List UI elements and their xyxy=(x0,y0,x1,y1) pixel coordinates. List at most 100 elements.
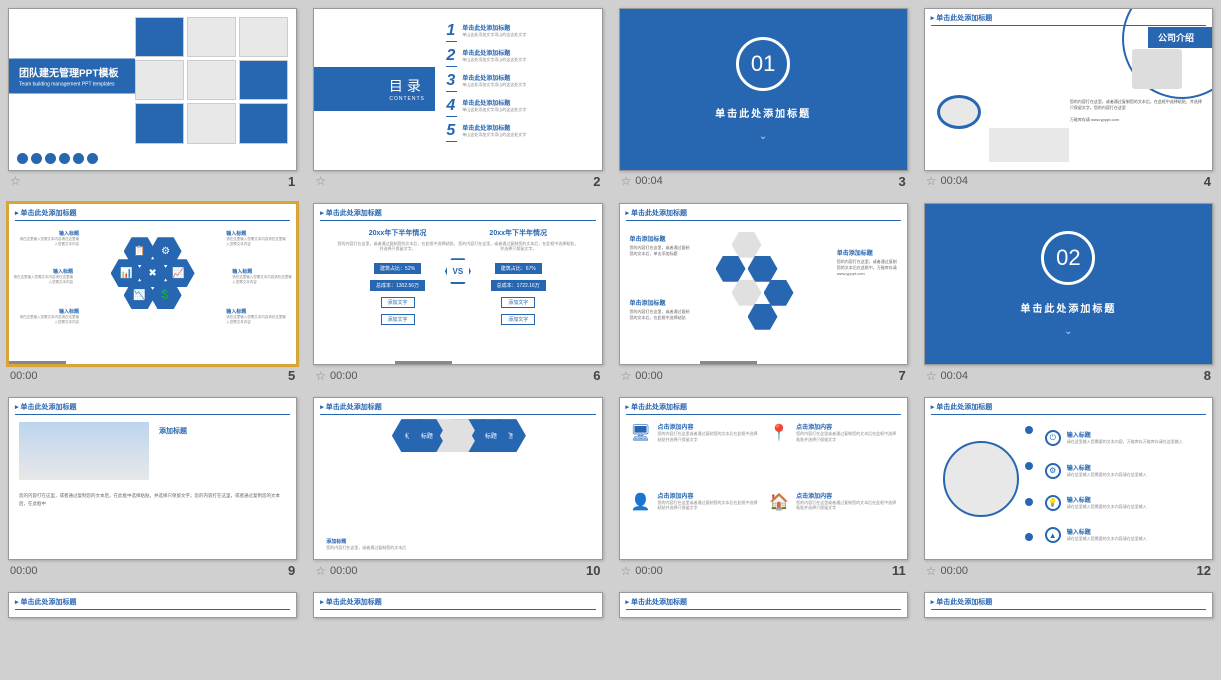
star-icon[interactable]: ☆ xyxy=(621,174,632,188)
image-placeholder xyxy=(1132,49,1182,89)
connector-dots xyxy=(1019,426,1039,545)
slide-thumb-5[interactable]: 单击此处添加标题 📋 ⚙ 📊 ✖ 📈 📉 💲 输入标题请在这里输入您需文本内容请… xyxy=(8,203,297,384)
slide-thumb-14[interactable]: 单击此处添加标题 xyxy=(313,592,602,618)
slide-thumb-8[interactable]: 02 单击此处添加标题 ⌄ ☆00:048 xyxy=(924,203,1213,384)
star-icon[interactable]: ☆ xyxy=(621,564,632,578)
icon-row xyxy=(17,153,98,164)
star-icon[interactable]: ☆ xyxy=(926,369,937,383)
slide-header: 单击此处添加标题 xyxy=(626,597,901,610)
image-placeholder xyxy=(937,95,981,129)
honeycomb: 标题 标题 标题 标题 标题 标题 xyxy=(358,419,558,519)
slide-thumb-6[interactable]: 单击此处添加标题 20xx年下半年情况 您的内容打在这里，或者通过复制您的文本后… xyxy=(313,203,602,384)
image-grid xyxy=(135,17,288,144)
gear-icon: ⚙ xyxy=(1045,463,1061,479)
timecode: 00:00 xyxy=(635,370,663,382)
timecode: 00:00 xyxy=(330,565,358,577)
slide-header: 单击此处添加标题 xyxy=(320,208,595,221)
slide-header: 单击此处添加标题 xyxy=(931,597,1206,610)
toc-sidebar: 目录 CONTENTS xyxy=(314,67,435,111)
chevron-down-icon: ⌄ xyxy=(759,131,767,142)
star-icon[interactable]: ☆ xyxy=(926,564,937,578)
slide-canvas: 单击此处添加标题 📋 ⚙ 📊 ✖ 📈 📉 💲 输入标题请在这里输入您需文本内容请… xyxy=(8,203,297,366)
slide-thumb-9[interactable]: 单击此处添加标题 添加标题 您的内容打在这里，或者通过复制您的文本后，在此框中选… xyxy=(8,397,297,578)
timecode: 00:04 xyxy=(635,175,663,187)
slide-header: 单击此处添加标题 xyxy=(320,402,595,415)
triangle-icon: ▲ xyxy=(1045,527,1061,543)
toc-title: 目录 xyxy=(389,76,425,96)
location-icon: 📍 xyxy=(768,422,790,444)
slide-thumb-10[interactable]: 单击此处添加标题 标题 标题 标题 标题 标题 标题 添加标题您的内容打在这里，… xyxy=(313,397,602,578)
slide-thumb-4[interactable]: 单击此处添加标题 公司介绍 您的内容打在这里，或者通过复制您的文本后，在此框中选… xyxy=(924,8,1213,189)
star-icon[interactable]: ☆ xyxy=(315,369,326,383)
star-icon[interactable]: ☆ xyxy=(315,564,326,578)
power-icon: ⏻ xyxy=(1045,430,1061,446)
slide-thumb-1[interactable]: 团队建无管理PPT模板 Team building management PPT… xyxy=(8,8,297,189)
timecode: 00:00 xyxy=(10,565,38,577)
slide-thumb-2[interactable]: 目录 CONTENTS 1单击此处添加标题单山这处添加文字添山的这这处文字 2单… xyxy=(313,8,602,189)
slide-canvas: 单击此处添加标题 标题 标题 标题 标题 标题 标题 添加标题您的内容打在这里，… xyxy=(313,397,602,560)
chevron-down-icon: ⌄ xyxy=(1064,326,1072,337)
slide-canvas: 单击此处添加标题 xyxy=(313,592,602,618)
feature-list: ⏻输入标题请在这里输入您需要的文本内容，万能库存万能库存请在这里输入 ⚙输入标题… xyxy=(1045,422,1202,551)
timecode: 00:04 xyxy=(941,175,969,187)
title-banner: 团队建无管理PPT模板 Team building management PPT… xyxy=(9,59,135,94)
toc-subtitle: CONTENTS xyxy=(389,96,425,102)
timecode: 00:00 xyxy=(941,565,969,577)
slide-header: 单击此处添加标题 xyxy=(931,402,1206,415)
body-text: 您的内容打在这里，或者通过复制您的文本后，在此框中选择粘贴，并选择只保留文字。您… xyxy=(1070,99,1202,123)
slide-thumb-16[interactable]: 单击此处添加标题 xyxy=(924,592,1213,618)
star-icon[interactable]: ☆ xyxy=(315,174,326,188)
slide-meta: ☆ 1 xyxy=(8,171,297,189)
slide-thumb-12[interactable]: 单击此处添加标题 ⏻输入标题请在这里输入您需要的文本内容，万能库存万能库存请在这… xyxy=(924,397,1213,578)
slide-thumb-13[interactable]: 单击此处添加标题 xyxy=(8,592,297,618)
bulb-icon: 💡 xyxy=(1045,495,1061,511)
subtitle: Team building management PPT templates xyxy=(19,82,125,88)
slide-header: 单击此处添加标题 xyxy=(15,597,290,610)
star-icon[interactable]: ☆ xyxy=(10,174,21,188)
handshake-image xyxy=(19,422,149,480)
section-number: 01 xyxy=(736,37,790,91)
circle-image xyxy=(943,441,1019,517)
slide-canvas: 团队建无管理PPT模板 Team building management PPT… xyxy=(8,8,297,171)
slide-header: 单击此处添加标题 xyxy=(626,402,901,415)
section-title: 单击此处添加标题 xyxy=(715,105,811,120)
timecode: 00:04 xyxy=(941,370,969,382)
slide-thumb-3[interactable]: 01 单击此处添加标题 ⌄ ☆00:043 xyxy=(619,8,908,189)
slide-header: 单击此处添加标题 xyxy=(320,597,595,610)
slide-canvas: 单击此处添加标题 单击添加标题您的内容打在这里，或者通过复制您的文本后，单击添加… xyxy=(619,203,908,366)
slide-canvas: 单击此处添加标题 xyxy=(8,592,297,618)
star-icon[interactable]: ☆ xyxy=(926,174,937,188)
hex-cluster: 📋 ⚙ 📊 ✖ 📈 📉 💲 xyxy=(98,237,208,337)
slide-canvas: 01 单击此处添加标题 ⌄ xyxy=(619,8,908,171)
icon-grid: 🖥点击添加内容您的内容打在这里或者通过复制您的文本后在此框中选择粘贴并选择只保留… xyxy=(630,422,897,549)
star-icon[interactable]: ☆ xyxy=(621,369,632,383)
slide-canvas: 单击此处添加标题 ⏻输入标题请在这里输入您需要的文本内容，万能库存万能库存请在这… xyxy=(924,397,1213,560)
section-number: 02 xyxy=(1041,231,1095,285)
left-column: 20xx年下半年情况 您的内容打在这里，或者通过复制您的文本后，在此框中选择粘贴… xyxy=(337,228,458,355)
toc-list: 1单击此处添加标题单山这处添加文字添山的这这处文字 2单击此处添加标题单山这处添… xyxy=(446,23,591,148)
slide-canvas: 单击此处添加标题 20xx年下半年情况 您的内容打在这里，或者通过复制您的文本后… xyxy=(313,203,602,366)
laptop-icon: 🖥 xyxy=(630,422,652,444)
slide-canvas: 02 单击此处添加标题 ⌄ xyxy=(924,203,1213,366)
slide-thumb-15[interactable]: 单击此处添加标题 xyxy=(619,592,908,618)
body-text: 您的内容打在这里，或者通过复制您的文本后，在此框中选择粘贴，并选择只保留文字。您… xyxy=(19,492,286,506)
slide-thumb-11[interactable]: 单击此处添加标题 🖥点击添加内容您的内容打在这里或者通过复制您的文本后在此框中选… xyxy=(619,397,908,578)
slide-header: 单击此处添加标题 xyxy=(15,208,290,221)
slide-canvas: 单击此处添加标题 🖥点击添加内容您的内容打在这里或者通过复制您的文本后在此框中选… xyxy=(619,397,908,560)
image-placeholder xyxy=(989,128,1069,162)
user-icon: 👤 xyxy=(630,491,652,513)
home-icon: 🏠 xyxy=(768,491,790,513)
slide-grid: 团队建无管理PPT模板 Team building management PPT… xyxy=(8,8,1213,618)
company-tag: 公司介绍 xyxy=(1148,27,1212,48)
slide-header: 单击此处添加标题 xyxy=(15,402,290,415)
timecode: 00:00 xyxy=(10,370,38,382)
section-title: 单击此处添加标题 xyxy=(1020,300,1116,315)
timecode: 00:00 xyxy=(635,565,663,577)
slide-header: 单击此处添加标题 xyxy=(626,208,901,221)
slide-number: 1 xyxy=(288,174,295,189)
slide-canvas: 目录 CONTENTS 1单击此处添加标题单山这处添加文字添山的这这处文字 2单… xyxy=(313,8,602,171)
slide-canvas: 单击此处添加标题 添加标题 您的内容打在这里，或者通过复制您的文本后，在此框中选… xyxy=(8,397,297,560)
right-column: 20xx年下半年情况 您的内容打在这里，或者通过复制您的文本后，在此框中选择粘贴… xyxy=(458,228,579,355)
slide-thumb-7[interactable]: 单击此处添加标题 单击添加标题您的内容打在这里，或者通过复制您的文本后，单击添加… xyxy=(619,203,908,384)
slide-canvas: 单击此处添加标题 xyxy=(619,592,908,618)
